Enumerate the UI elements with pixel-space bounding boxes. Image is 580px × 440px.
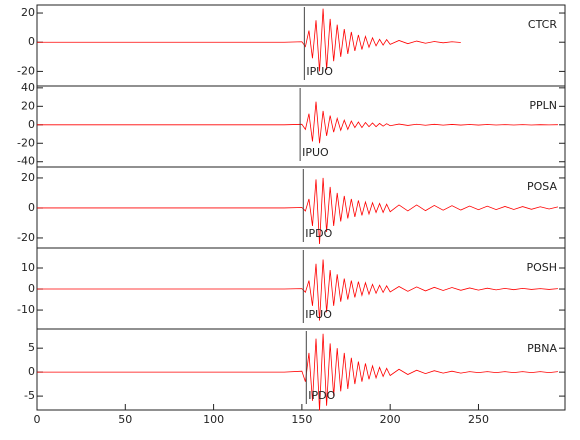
station-label: CTCR [528,18,557,31]
x-tick-label: 200 [380,413,401,426]
station-label: POSH [526,261,557,274]
y-tick-label: 0 [28,35,35,48]
pick-label: IPDO [308,389,335,402]
x-tick-label: 50 [118,413,132,426]
y-tick-label: 20 [21,6,35,19]
station-label: POSA [527,180,557,193]
station-label: PBNA [527,342,557,355]
y-tick-label: 0 [28,365,35,378]
y-tick-label: -10 [17,303,35,316]
x-tick-label: 250 [468,413,489,426]
station-label: PPLN [529,99,557,112]
waveform [37,101,558,144]
pick-label: IPUO [302,146,329,159]
y-tick-label: -20 [17,231,35,244]
y-tick-label: 0 [28,282,35,295]
y-tick-label: 5 [28,341,35,354]
x-tick-label: 150 [291,413,312,426]
panel-frame [36,4,566,87]
waveform [37,177,559,244]
y-tick-label: 20 [21,99,35,112]
pick-label: IPUO [305,308,332,321]
pick-label: IPUO [306,65,333,78]
y-tick-label: 20 [21,171,35,184]
waveform [37,8,461,72]
x-tick-label: 100 [203,413,224,426]
waveform [37,259,558,321]
y-tick-label: 0 [28,201,35,214]
y-tick-label: -40 [17,155,35,168]
y-tick-label: -20 [17,64,35,77]
y-tick-label: 40 [21,81,35,94]
y-tick-label: 10 [21,261,35,274]
x-tick-label: 0 [34,413,41,426]
pick-label: IPDO [305,227,332,240]
panel-frame [36,85,566,168]
y-tick-label: -20 [17,136,35,149]
y-tick-label: -5 [24,389,35,402]
panel-frame [36,328,566,411]
waveform [37,333,558,411]
y-tick-label: 0 [28,118,35,131]
